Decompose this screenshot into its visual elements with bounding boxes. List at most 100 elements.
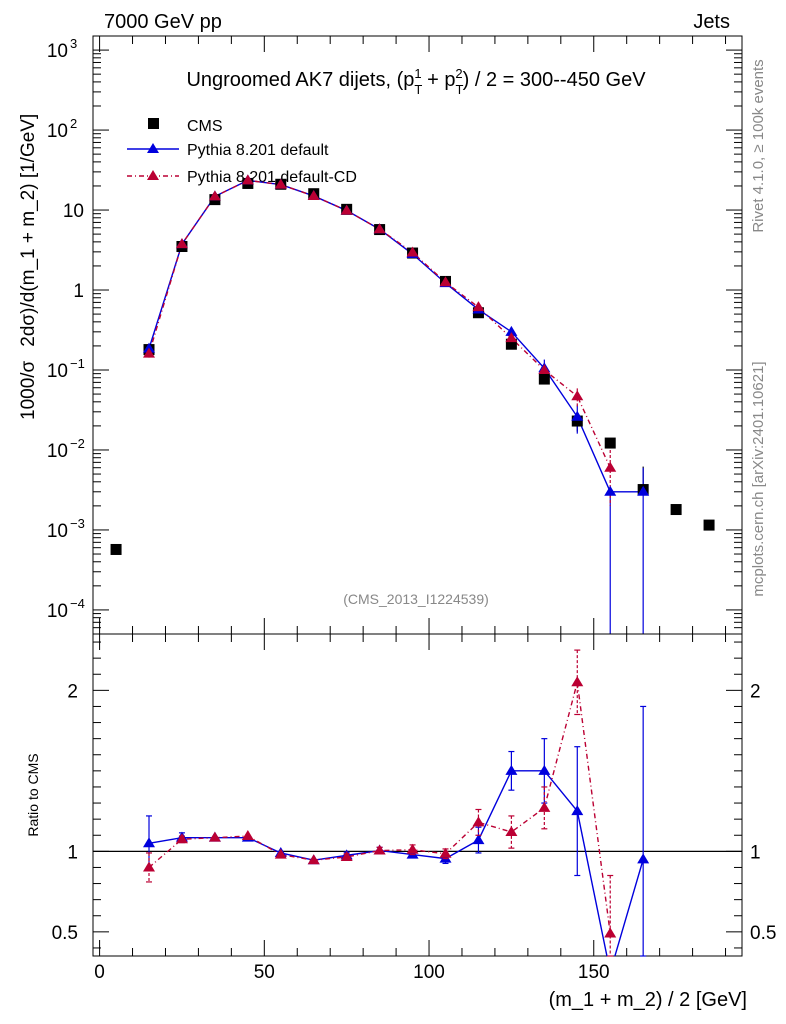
y-tick-label-exponent: −4 xyxy=(70,596,85,611)
y-tick-label-exponent: −3 xyxy=(70,516,85,531)
y-label-prefix: 1000/σ xyxy=(18,360,39,420)
y-tick-label: 1 xyxy=(73,281,84,302)
mcplots-label: mcplots.cern.ch [arXiv:2401.10621] xyxy=(750,361,767,596)
ratio-pythia-cd-point xyxy=(406,843,419,854)
ratio-pythia-cd-point xyxy=(472,816,485,827)
pythia-cd-point xyxy=(505,332,518,343)
ratio-panel-frame xyxy=(92,633,743,957)
pythia-point xyxy=(571,410,584,421)
pythia-cd-point xyxy=(175,238,188,249)
main-y-axis-label: 1000/σ 2dσ)/d(m_1 + m_2) [1/GeV] xyxy=(18,114,39,420)
title-sup2: 2 xyxy=(455,66,462,81)
ratio-pythia-cd-point xyxy=(241,830,254,841)
pythia-cd-point xyxy=(340,204,353,215)
ratio-y-tick-label-right: 0.5 xyxy=(750,923,776,944)
cms-point xyxy=(703,519,715,531)
ratio-pythia-cd-point xyxy=(571,676,584,687)
ratio-pythia-cd-line xyxy=(148,682,611,934)
pythia-line xyxy=(148,179,644,493)
pythia-point xyxy=(637,485,650,496)
cms-point xyxy=(538,373,550,385)
title-main: Ungroomed AK7 dijets, (p xyxy=(186,69,414,91)
ratio-pythia-line xyxy=(148,770,644,956)
x-tick-label: 50 xyxy=(254,962,275,983)
ratio-pythia-point xyxy=(505,764,518,775)
title-sub2: T xyxy=(455,82,463,97)
ratio-y-tick-label: 1 xyxy=(67,842,78,863)
header-left: 7000 GeV pp xyxy=(104,11,222,33)
pythia-cd-point xyxy=(307,189,320,200)
pythia-cd-point xyxy=(439,276,452,287)
legend-pythia-marker xyxy=(147,143,159,153)
y-tick-label: 10 xyxy=(47,521,68,542)
cms-point xyxy=(604,437,616,449)
x-tick-label: 100 xyxy=(413,962,445,983)
title-tail: ) / 2 = 300--450 GeV xyxy=(463,69,647,91)
legend-pythia-cd-label: Pythia 8.201 default-CD xyxy=(187,169,357,186)
legend-cms-marker xyxy=(148,118,159,129)
pythia-point xyxy=(143,342,156,353)
ratio-y-tick-label: 2 xyxy=(67,681,78,702)
legend-pythia-label: Pythia 8.201 default xyxy=(187,142,329,159)
pythia-cd-point xyxy=(373,223,386,234)
x-tick-label: 0 xyxy=(94,962,105,983)
pythia-cd-point xyxy=(274,178,287,189)
y-tick-label-exponent: −1 xyxy=(70,356,85,371)
cms-point xyxy=(505,338,517,350)
y-tick-label: 10 xyxy=(47,361,68,382)
cms-point xyxy=(670,504,682,516)
pythia-cd-point xyxy=(571,390,584,401)
legend: CMS Pythia 8.201 default Pythia 8.201 de… xyxy=(127,118,357,186)
analysis-watermark: (CMS_2013_I1224539) xyxy=(343,591,489,607)
pythia-cd-point xyxy=(604,461,617,472)
ratio-y-tick-label: 0.5 xyxy=(52,923,78,944)
ratio-pythia-cd-point xyxy=(538,801,551,812)
y-tick-label-exponent: 2 xyxy=(70,116,77,131)
ratio-pythia-cd-point xyxy=(143,861,156,872)
main-axis-ticks xyxy=(93,36,742,635)
pythia-cd-point xyxy=(208,190,221,201)
ratio-pythia-cd-point xyxy=(175,833,188,844)
ratio-pythia-point xyxy=(637,853,650,864)
cms-point xyxy=(571,415,583,427)
pythia-cd-point xyxy=(241,174,254,185)
main-series-group xyxy=(110,174,715,634)
ratio-y-tick-label-right: 1 xyxy=(750,842,761,863)
y-label-main: 2dσ)/d(m_1 + m_2) [1/GeV] xyxy=(18,114,39,347)
ratio-pythia-cd-point xyxy=(505,826,518,837)
y-tick-label: 10 xyxy=(47,121,68,142)
x-tick-label: 150 xyxy=(578,962,610,983)
title-sup1: 1 xyxy=(414,66,421,81)
title-mid: + p xyxy=(422,69,456,91)
ratio-pythia-point xyxy=(143,837,156,848)
pythia-cd-point xyxy=(472,301,485,312)
chart-title: Ungroomed AK7 dijets, (pT1 + pT2) / 2 = … xyxy=(186,66,646,97)
header-right: Jets xyxy=(693,11,730,33)
y-tick-label: 10 xyxy=(47,441,68,462)
y-tick-label: 10 xyxy=(47,41,68,62)
ratio-pythia-cd-point xyxy=(208,831,221,842)
y-tick-label: 10 xyxy=(47,601,68,622)
ratio-pythia-cd-point xyxy=(439,847,452,858)
ratio-pythia-point xyxy=(538,764,551,775)
y-tick-label-exponent: 3 xyxy=(70,36,77,51)
legend-cms-label: CMS xyxy=(187,118,223,135)
ratio-pythia-point xyxy=(472,834,485,845)
pythia-point xyxy=(505,325,518,336)
y-tick-label-exponent: −2 xyxy=(70,436,85,451)
ratio-pythia-cd-point xyxy=(604,927,617,938)
pythia-cd-point xyxy=(406,246,419,257)
pythia-point xyxy=(604,485,617,496)
y-tick-label: 10 xyxy=(63,201,84,222)
ratio-pythia-cd-point xyxy=(340,850,353,861)
pythia-cd-point xyxy=(538,363,551,374)
x-axis-label: (m_1 + m_2) / 2 [GeV] xyxy=(549,989,747,1011)
ratio-pythia-cd-point xyxy=(274,848,287,859)
cms-point xyxy=(110,543,122,555)
ratio-axis-ticks: 0 50 100 150 0.5 0.5 1 1 2 2 xyxy=(52,634,776,983)
rivet-label: Rivet 4.1.0, ≥ 100k events xyxy=(750,59,767,232)
ratio-y-tick-label-right: 2 xyxy=(750,681,761,702)
pythia-cd-point xyxy=(143,347,156,358)
